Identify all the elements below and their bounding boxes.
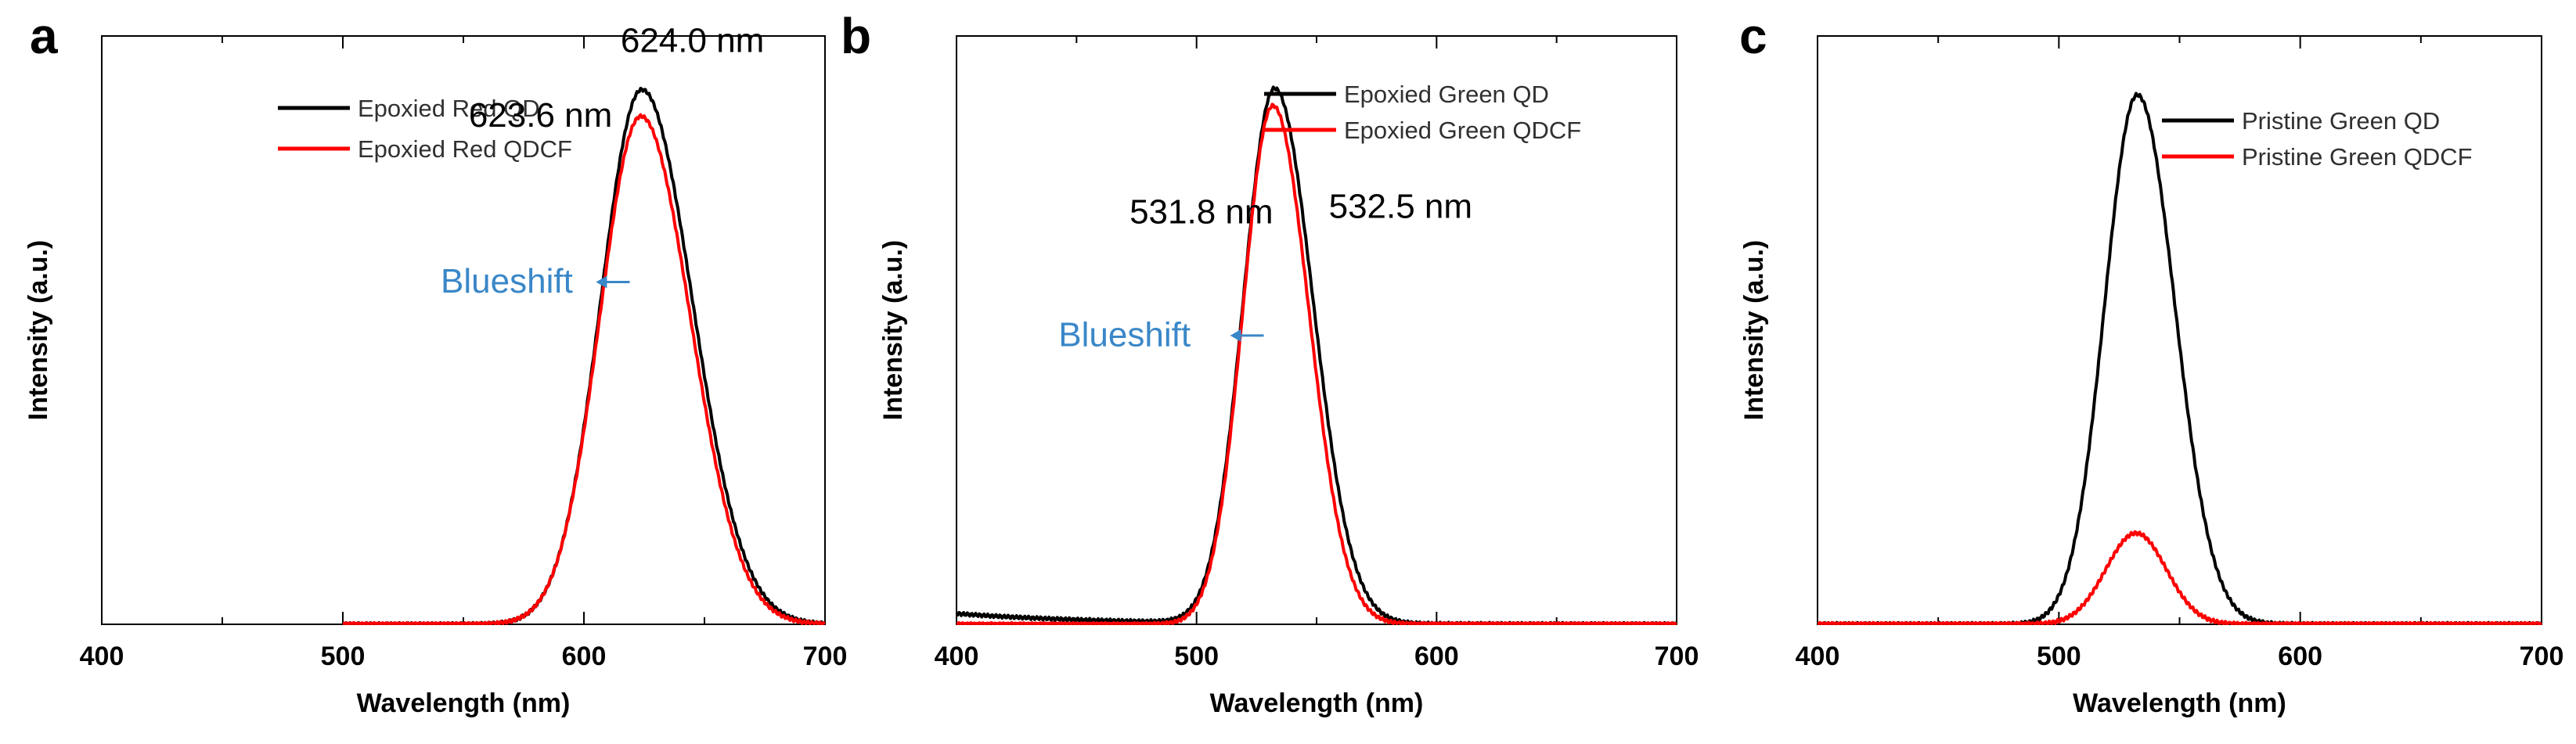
y-axis-title: Intensity (a.u.) (23, 240, 53, 420)
plot-frame (101, 35, 826, 625)
series-line-1 (342, 86, 827, 625)
panel-c: c 400 500 600 700 Wavelength (nm) Intensity (a… (1739, 8, 2563, 718)
x-tick-label: 500 (1174, 642, 1219, 671)
legend-entry: Pristine Green QDCF (2242, 143, 2473, 171)
y-axis-title: Intensity (a.u.) (878, 240, 908, 420)
x-tick-label: 400 (1796, 642, 1840, 671)
x-tick-label: 500 (321, 642, 366, 671)
x-tick-label: 500 (2037, 642, 2081, 671)
legend-entry: Epoxied Red QD (358, 95, 540, 122)
x-axis-title: Wavelength (nm) (1210, 688, 1424, 718)
legend-entry: Epoxied Green QD (1344, 81, 1549, 108)
peak-label: 624.0 nm (621, 22, 764, 60)
blueshift-arrow-head (596, 275, 607, 289)
series-line-2 (342, 113, 826, 625)
blueshift-arrow-head (1230, 329, 1241, 342)
legend-entry: Pristine Green QD (2242, 107, 2440, 135)
series-line-2 (1817, 530, 2542, 625)
x-axis-title: Wavelength (nm) (357, 688, 571, 718)
peak-label: 623.6 nm (469, 96, 612, 135)
blueshift-label: Blueshift (1058, 316, 1191, 354)
x-tick-label: 600 (562, 642, 607, 671)
series-line-1 (955, 85, 1678, 625)
panel-letter: b (841, 8, 871, 64)
x-tick-label: 600 (2278, 642, 2322, 671)
x-tick-label: 700 (2520, 642, 2564, 671)
y-axis-title: Intensity (a.u.) (1739, 240, 1769, 420)
x-tick-label: 400 (935, 642, 979, 671)
legend-entry: Epoxied Green QDCF (1344, 117, 1581, 144)
panel-letter: c (1739, 8, 1767, 64)
blueshift-label: Blueshift (441, 262, 573, 300)
panel-letter: a (30, 8, 58, 64)
x-tick-label: 700 (803, 642, 848, 671)
x-tick-label: 700 (1655, 642, 1699, 671)
peak-label: 531.8 nm (1129, 192, 1273, 231)
peak-label: 532.5 nm (1329, 187, 1472, 225)
panel-b: b 400 500 600 700 Wavelength (nm) Intensity (a… (841, 8, 1699, 718)
series-line-1 (1817, 92, 2543, 625)
x-axis-title: Wavelength (nm) (2073, 688, 2286, 718)
legend-entry: Epoxied Red QDCF (358, 135, 572, 163)
x-tick-label: 400 (80, 642, 124, 671)
series-line-2 (956, 102, 1677, 625)
panel-a: a 400 500 600 700 Wavelength (nm) Intensity (a… (23, 8, 847, 718)
x-tick-label: 600 (1414, 642, 1459, 671)
